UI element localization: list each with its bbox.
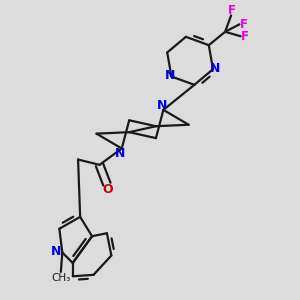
Text: N: N: [51, 245, 61, 258]
Text: N: N: [210, 62, 220, 75]
Text: N: N: [164, 69, 175, 82]
Text: F: F: [242, 30, 249, 43]
Text: F: F: [228, 4, 236, 16]
Text: N: N: [157, 99, 167, 112]
Text: CH₃: CH₃: [51, 273, 70, 283]
Text: N: N: [115, 147, 125, 160]
Text: O: O: [103, 183, 113, 196]
Text: F: F: [240, 18, 248, 31]
